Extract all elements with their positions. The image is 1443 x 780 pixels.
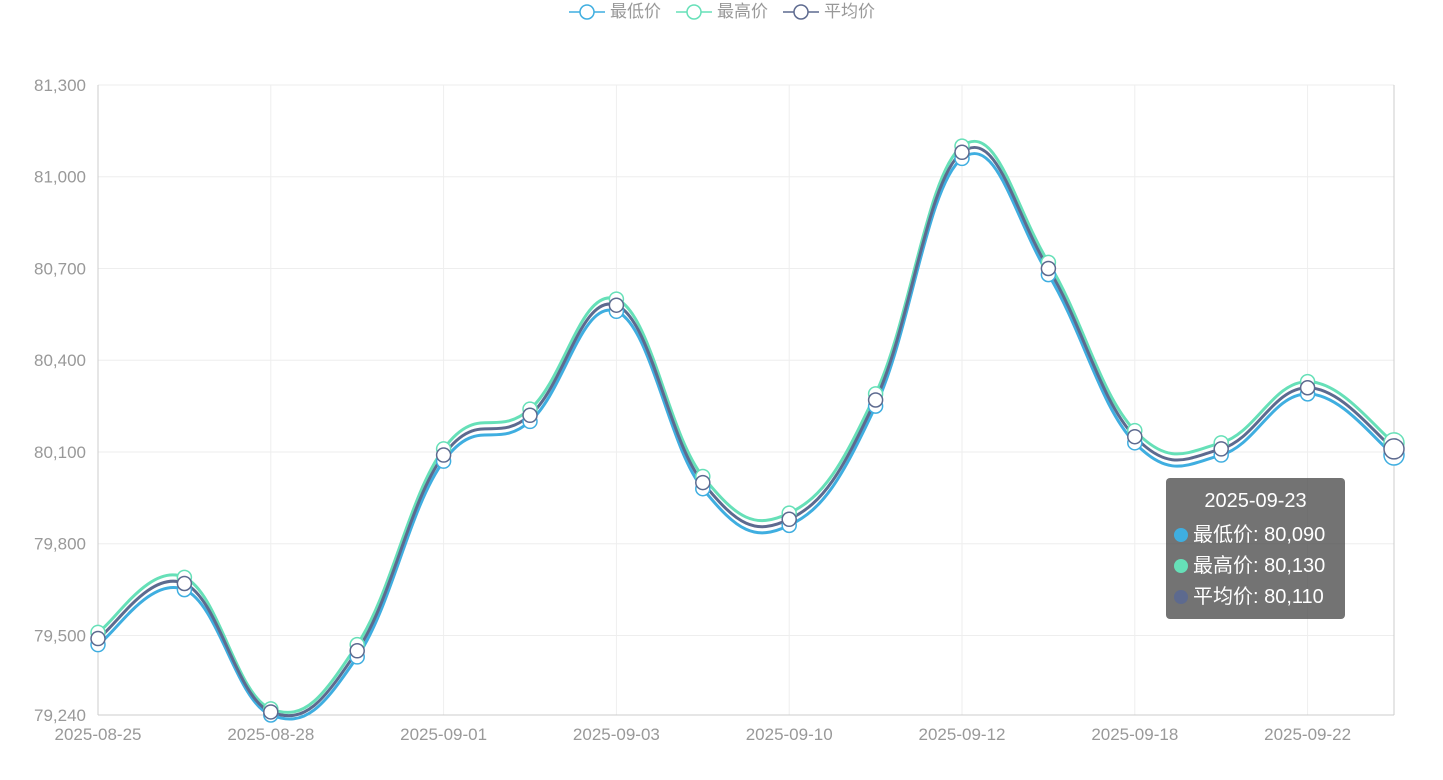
tooltip-date: 2025-09-23 — [1204, 490, 1307, 512]
series-line-high — [97, 139, 1395, 714]
series-line-avg — [97, 145, 1395, 718]
tooltip-label-avg: 平均价: 80,110 — [1193, 585, 1324, 608]
tooltip-label-low: 最低价: 80,090 — [1193, 523, 1326, 546]
tooltip-row-low: 最低价: 80,090 — [1174, 519, 1345, 550]
data-point-avg[interactable] — [867, 392, 884, 408]
axis-layer: 79,240 79,500 79,800 80,100 80,400 80,700 81,0… — [34, 76, 1395, 744]
y-tick-label: 79,240 — [34, 706, 86, 725]
data-point-avg[interactable] — [1299, 380, 1316, 396]
data-point-avg[interactable] — [695, 474, 711, 491]
legend-item-high[interactable]: 最高价 — [675, 0, 768, 24]
x-tick-label: 2025-09-01 — [400, 725, 487, 744]
x-tick-label: 2025-08-25 — [55, 725, 142, 744]
data-point-avg[interactable] — [435, 447, 452, 463]
series-layer — [97, 139, 1395, 721]
x-tick-label: 2025-09-12 — [919, 725, 1006, 744]
legend-item-low[interactable]: 最低价 — [568, 0, 661, 24]
y-tick-label: 81,300 — [34, 76, 86, 95]
y-tick-label: 80,700 — [34, 259, 86, 278]
tooltip-row-avg: 平均价: 80,110 — [1174, 581, 1345, 612]
data-point-avg[interactable] — [954, 144, 970, 161]
tooltip-label-high: 最高价: 80,130 — [1193, 554, 1326, 577]
data-point-avg[interactable] — [349, 643, 365, 659]
data-point-avg[interactable] — [1127, 428, 1143, 445]
series-line-low — [97, 152, 1395, 721]
data-point-avg[interactable] — [1213, 441, 1229, 457]
tooltip: 2025-09-23 最低价: 80,090 最高价: 80,130 平均价: … — [1166, 478, 1345, 619]
legend-line-circle-icon — [676, 4, 712, 20]
data-point-avg[interactable] — [90, 630, 106, 647]
legend-label-low: 最低价 — [610, 2, 661, 21]
tooltip-dot-high — [1174, 558, 1188, 573]
data-point-avg[interactable] — [1383, 438, 1405, 460]
legend-item-avg[interactable]: 平均价 — [782, 0, 875, 24]
x-tick-label: 2025-08-28 — [227, 725, 314, 744]
x-tick-label: 2025-09-22 — [1264, 725, 1351, 744]
data-point-avg[interactable] — [608, 297, 625, 313]
x-tick-label: 2025-09-10 — [746, 725, 833, 744]
legend-label-avg: 平均价 — [824, 2, 875, 21]
legend-label-high: 最高价 — [717, 2, 768, 21]
tooltip-dot-avg — [1174, 589, 1188, 604]
grid-layer — [98, 84, 1394, 715]
data-point-avg[interactable] — [176, 575, 193, 592]
y-tick-label: 81,000 — [34, 168, 86, 187]
data-point-avg[interactable] — [263, 704, 279, 720]
y-tick-label: 79,500 — [34, 626, 86, 645]
data-point-avg[interactable] — [1040, 260, 1057, 277]
x-tick-label: 2025-09-18 — [1091, 725, 1178, 744]
data-point-avg[interactable] — [522, 407, 538, 424]
tooltip-dot-low — [1174, 527, 1188, 542]
data-point-avg[interactable] — [781, 511, 797, 528]
point-layer — [90, 138, 1405, 723]
chart-legend: 最低价 最高价 平均价 — [0, 0, 1443, 24]
x-tick-label: 2025-09-03 — [573, 725, 660, 744]
tooltip-row-high: 最高价: 80,130 — [1174, 550, 1345, 581]
y-tick-label: 80,100 — [34, 443, 86, 462]
y-tick-label: 79,800 — [34, 535, 86, 554]
y-tick-label: 80,400 — [34, 351, 86, 370]
legend-line-circle-icon — [783, 4, 819, 20]
legend-line-circle-icon — [569, 4, 605, 20]
